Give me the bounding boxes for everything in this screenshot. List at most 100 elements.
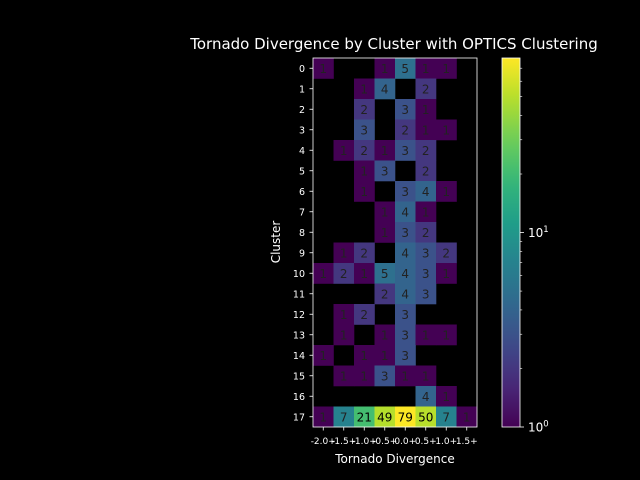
cell-value-label: 3 — [381, 164, 389, 178]
cell-value-label: 3 — [422, 246, 430, 260]
cell-value-label: 4 — [422, 185, 430, 199]
cell-value-label: 1 — [401, 369, 409, 383]
cell-value-label: 2 — [360, 308, 368, 322]
cell-value-label: 2 — [360, 246, 368, 260]
heatmap-cell — [354, 242, 375, 264]
heatmap-cell — [374, 263, 396, 284]
heatmap-cell — [333, 263, 355, 284]
x-axis-label: Tornado Divergence — [334, 452, 454, 466]
cell-value-label: 3 — [401, 185, 409, 199]
y-tick-label: 11 — [293, 289, 305, 300]
heatmap-cell — [333, 140, 355, 161]
heatmap-cell — [374, 140, 396, 161]
heatmap-cell — [436, 242, 457, 264]
y-tick-label: 9 — [299, 248, 305, 259]
cell-value-label: 3 — [401, 144, 409, 158]
heatmap-cell — [415, 99, 437, 120]
cell-value-label: 1 — [422, 205, 430, 219]
heatmap-cell — [374, 345, 396, 366]
cell-value-label: 1 — [319, 267, 327, 281]
heatmap-cell — [415, 283, 437, 305]
cell-value-label: 2 — [442, 246, 450, 260]
cell-value-label: 7 — [442, 410, 450, 424]
x-tick-label: 0.0+ — [394, 437, 416, 447]
cell-value-label: 5 — [401, 62, 409, 76]
cell-value-label: 3 — [422, 287, 430, 301]
cell-value-label: 3 — [401, 308, 409, 322]
cell-value-label: 79 — [398, 410, 413, 424]
cell-value-label: 3 — [401, 226, 409, 240]
heatmap-cell — [415, 201, 437, 223]
y-tick-label: 6 — [299, 187, 305, 198]
cell-value-label: 1 — [442, 267, 450, 281]
y-tick-label: 14 — [293, 351, 305, 362]
cell-value-label: 4 — [401, 205, 409, 219]
cell-value-label: 2 — [360, 144, 368, 158]
heatmap-cell — [415, 263, 437, 284]
heatmap-cell — [395, 304, 416, 325]
heatmap-cell — [354, 263, 375, 284]
cell-value-label: 2 — [401, 123, 409, 137]
cell-value-label: 1 — [360, 349, 368, 363]
heatmap-cell — [436, 263, 457, 284]
cell-value-label: 1 — [340, 308, 348, 322]
y-tick-label: 3 — [299, 125, 305, 136]
cell-value-label: 1 — [360, 267, 368, 281]
heatmap-cell — [415, 78, 437, 100]
heatmap-cell — [354, 406, 375, 428]
cell-value-label: 1 — [360, 369, 368, 383]
heatmap-cell — [313, 58, 334, 79]
heatmap-cells — [313, 58, 478, 428]
y-tick-label: 16 — [293, 392, 305, 403]
y-tick-label: 7 — [299, 207, 305, 218]
colorbar-tick-label: 100 — [528, 420, 549, 435]
y-tick-label: 15 — [293, 371, 305, 382]
x-tick-label: -1.0+ — [352, 437, 377, 447]
heatmap-cell — [436, 386, 457, 407]
heatmap-cell — [374, 283, 396, 305]
heatmap-cell — [436, 58, 457, 79]
cell-value-label: 1 — [381, 205, 389, 219]
heatmap-cell — [313, 406, 334, 428]
cell-value-label: 1 — [319, 349, 327, 363]
cell-value-label: 50 — [418, 410, 433, 424]
heatmap-cell — [395, 406, 416, 428]
heatmap-cell — [415, 222, 437, 243]
heatmap-cell — [354, 345, 375, 366]
heatmap-cell — [395, 283, 416, 305]
cell-value-label: 1 — [360, 185, 368, 199]
heatmap-cell — [333, 242, 355, 264]
heatmap-cell — [333, 304, 355, 325]
cell-value-label: 3 — [401, 103, 409, 117]
heatmap-cell — [395, 99, 416, 120]
cell-value-label: 1 — [360, 82, 368, 96]
x-tick-label: 1.0+ — [435, 437, 457, 447]
heatmap-cell — [436, 181, 457, 202]
y-tick-label: 17 — [293, 412, 305, 423]
colorbar — [501, 57, 521, 428]
cell-value-label: 2 — [360, 103, 368, 117]
heatmap-cell — [374, 222, 396, 243]
cell-value-label: 1 — [442, 62, 450, 76]
heatmap-cell — [395, 222, 416, 243]
heatmap-cell — [333, 365, 355, 387]
heatmap-cell — [395, 365, 416, 387]
cell-value-label: 1 — [422, 328, 430, 342]
heatmap-cell — [313, 345, 334, 366]
y-tick-label: 2 — [299, 105, 305, 116]
heatmap-cell — [395, 324, 416, 346]
plot-frame — [312, 57, 478, 428]
cell-value-label: 1 — [381, 349, 389, 363]
cell-value-label: 1 — [463, 410, 471, 424]
heatmap-cell — [395, 140, 416, 161]
cell-value-label: 2 — [340, 267, 348, 281]
cell-value-label: 3 — [401, 349, 409, 363]
cell-value-label: 7 — [340, 410, 348, 424]
y-tick-label: 1 — [299, 84, 305, 95]
heatmap-cell — [354, 119, 375, 141]
cell-value-label: 1 — [340, 328, 348, 342]
heatmap-cell — [313, 263, 334, 284]
x-tick-label: -0.5+ — [372, 437, 397, 447]
heatmap-cell — [374, 160, 396, 182]
